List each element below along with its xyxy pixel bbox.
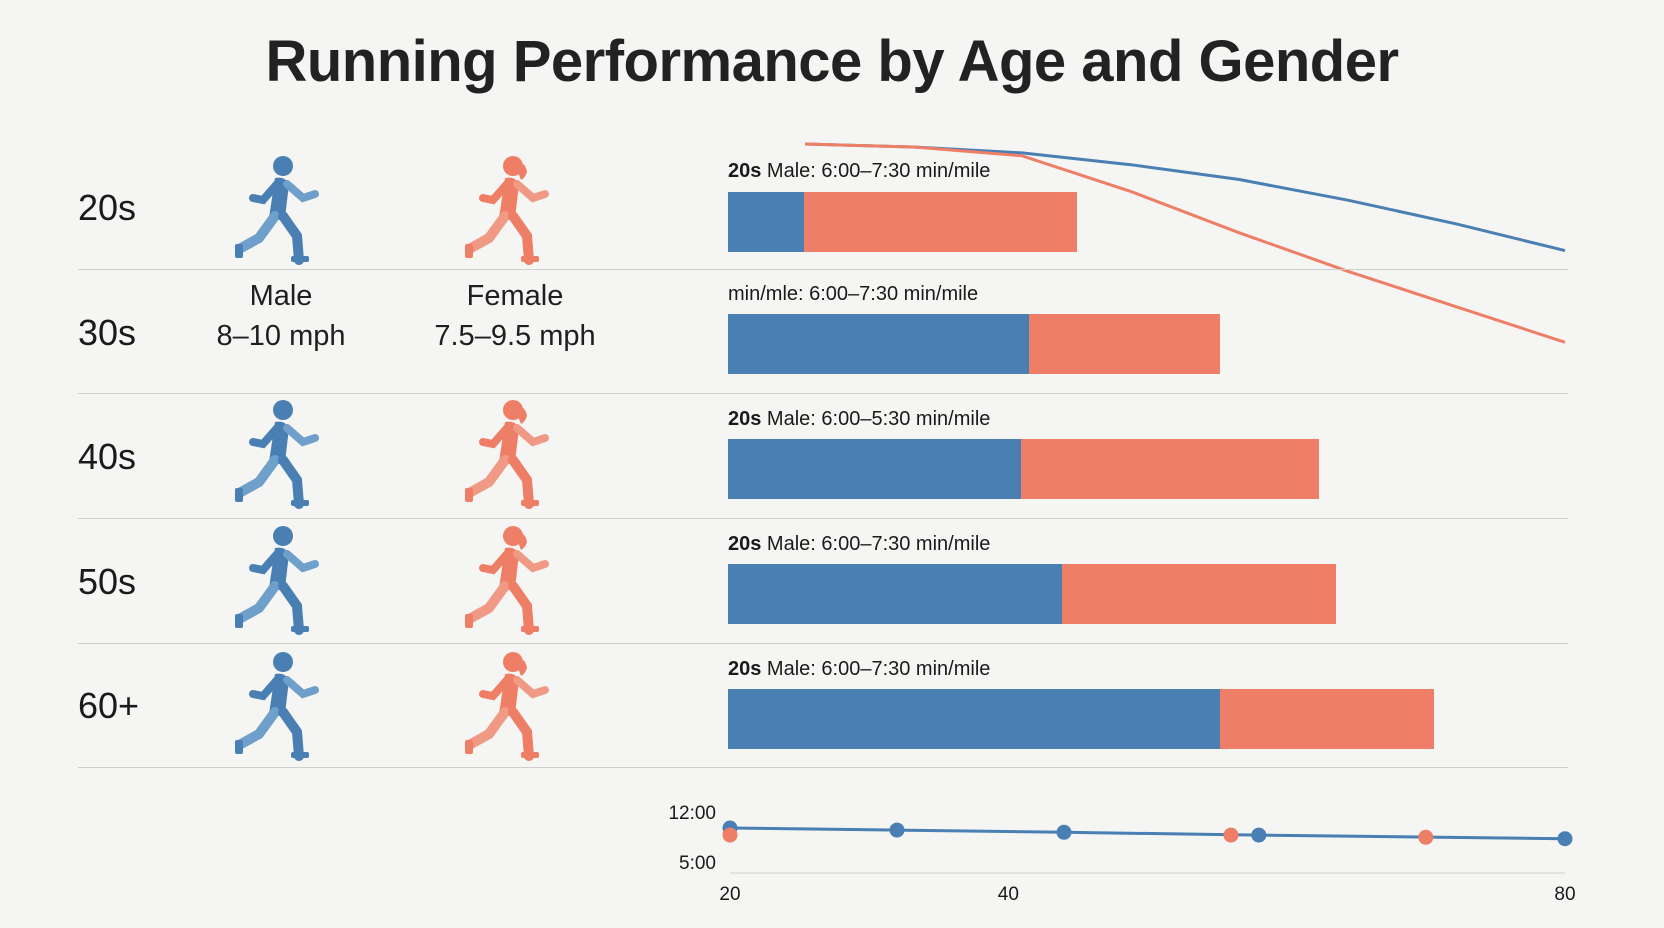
male-runner-icon: [225, 520, 335, 638]
bar-label-40s: 20s Male: 6:00–5:30 min/mile: [728, 408, 991, 430]
mini-x-tick: 40: [998, 884, 1019, 905]
mini-line-male: [729, 826, 1566, 841]
bar-female-30s: [1029, 314, 1220, 374]
bar-male-20s: [728, 192, 804, 252]
mini-x-tick: 20: [719, 884, 740, 905]
row-divider: [78, 767, 1568, 768]
female-runner-icon: [455, 646, 565, 764]
male-runner-icon: [225, 394, 335, 512]
mini-point-male: [1056, 824, 1072, 840]
female-runner-icon: [455, 394, 565, 512]
female-legend-label: Female: [466, 280, 564, 312]
age-label-60plus: 60+: [78, 685, 140, 726]
age-label-20s: 20s: [78, 187, 137, 228]
bar-male-40s: [728, 439, 1021, 499]
row-divider: [78, 393, 1568, 394]
age-label-30s: 30s: [78, 312, 137, 353]
mini-x-tick: 80: [1554, 884, 1575, 905]
bar-label-60plus: 20s Male: 6:00–7:30 min/mile: [728, 658, 991, 680]
mini-point-male: [889, 822, 905, 838]
bar-label-50s: 20s Male: 6:00–7:30 min/mile: [728, 533, 991, 555]
female-legend-speed: 7.5–9.5 mph: [434, 320, 596, 352]
male-legend-speed: 8–10 mph: [216, 320, 346, 352]
male-legend: Male 8–10 mph: [161, 276, 401, 356]
bar-male-60+: [728, 689, 1220, 749]
female-runner-icon: [455, 150, 565, 268]
age-label-40s: 40s: [78, 436, 137, 477]
male-legend-label: Male: [249, 280, 313, 312]
mini-point-female: [1418, 829, 1434, 845]
row-divider: [78, 643, 1568, 644]
male-runner-icon: [225, 646, 335, 764]
row-divider: [78, 269, 1568, 270]
age-label-50s: 50s: [78, 561, 137, 602]
bar-female-40s: [1021, 439, 1319, 499]
mini-point-male: [1251, 827, 1267, 843]
mini-point-female: [722, 827, 738, 843]
chart-title: Running Performance by Age and Gender: [265, 29, 1399, 94]
bar-label-30s: min/mle: 6:00–7:30 min/mile: [728, 283, 979, 305]
row-divider: [78, 518, 1568, 519]
female-legend: Female 7.5–9.5 mph: [395, 276, 635, 356]
bar-female-50s: [1062, 564, 1336, 624]
bar-male-30s: [728, 314, 1029, 374]
mini-point-female: [1223, 827, 1239, 843]
bar-label-20s: 20s Male: 6:00–7:30 min/mile: [728, 160, 991, 182]
mini-y-tick: 12:00: [668, 803, 716, 824]
bar-female-20s: [804, 192, 1077, 252]
bar-male-50s: [728, 564, 1062, 624]
mini-y-tick: 5:00: [679, 853, 716, 874]
mini-point-male: [1557, 831, 1573, 847]
male-runner-icon: [225, 150, 335, 268]
female-runner-icon: [455, 520, 565, 638]
bar-female-60+: [1220, 689, 1434, 749]
